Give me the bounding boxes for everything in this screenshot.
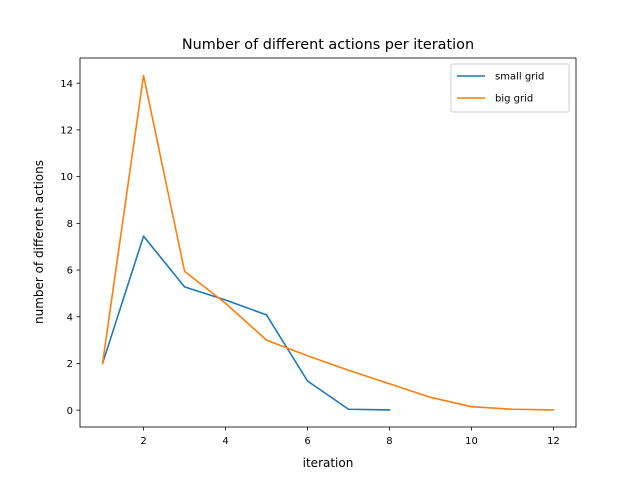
- y-tick-label: 10: [60, 172, 73, 183]
- y-tick-label: 4: [67, 312, 73, 323]
- x-tick-label: 2: [140, 436, 146, 447]
- y-tick-label: 8: [67, 219, 73, 230]
- x-tick-label: 4: [222, 436, 228, 447]
- y-tick-label: 2: [67, 359, 73, 370]
- legend-label: big grid: [495, 94, 533, 105]
- y-tick-label: 14: [60, 79, 73, 90]
- series-line-2: [101, 74, 555, 411]
- x-tick-label: 8: [386, 436, 392, 447]
- chart-title: Number of different actions per iteratio…: [182, 37, 474, 53]
- y-tick-label: 12: [60, 126, 73, 137]
- legend: small grid big grid: [450, 63, 570, 113]
- x-axis-label: iteration: [303, 456, 354, 470]
- y-tick-label: 6: [67, 266, 73, 277]
- plot-frame: [79, 57, 577, 428]
- series-line-1: [101, 235, 391, 411]
- x-tick-label: 10: [465, 436, 478, 447]
- y-tick-label: 0: [67, 406, 73, 417]
- ticks-layer: 2 4 6 8 10 12 0 2 4 6 8 10 12 14: [60, 79, 560, 447]
- x-tick-label: 6: [304, 436, 310, 447]
- legend-label: small grid: [495, 72, 544, 83]
- series-layer: [101, 74, 555, 411]
- y-axis-label: number of different actions: [32, 160, 46, 324]
- x-tick-label: 12: [547, 436, 560, 447]
